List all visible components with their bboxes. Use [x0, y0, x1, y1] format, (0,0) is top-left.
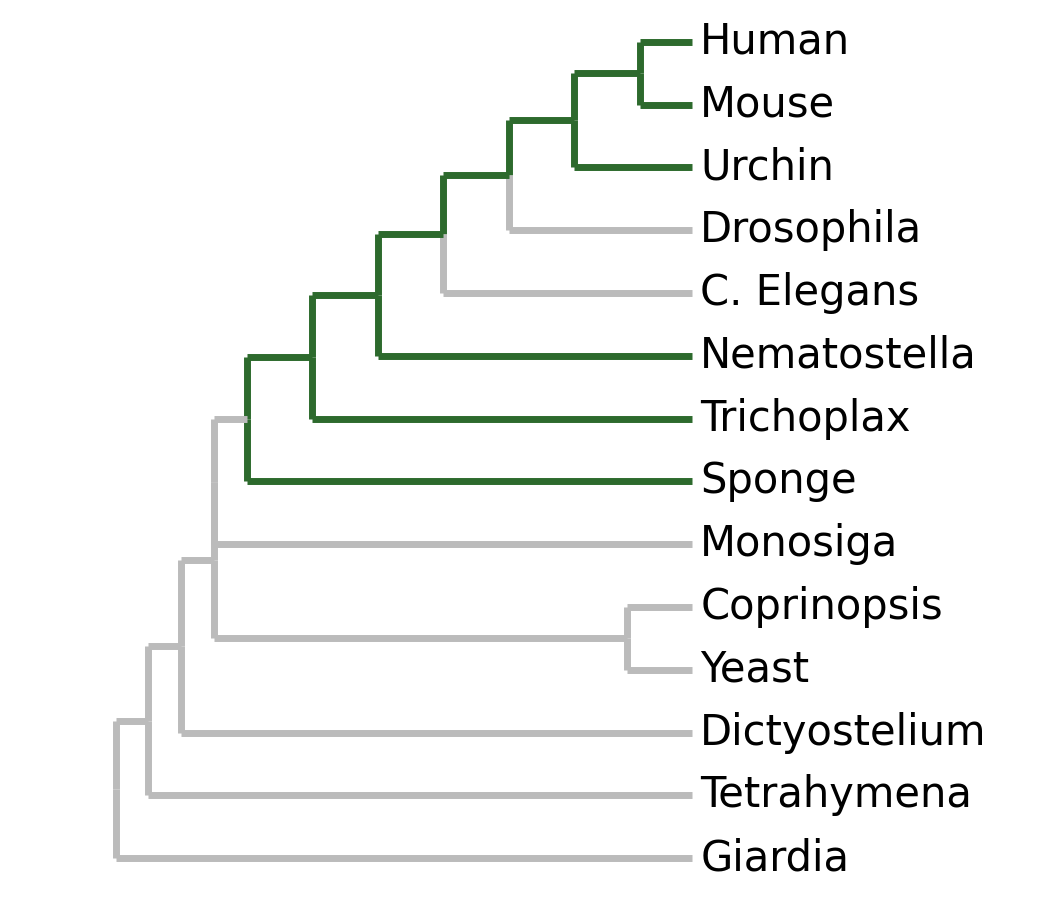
Text: Yeast: Yeast — [701, 649, 810, 691]
Text: C. Elegans: C. Elegans — [701, 272, 919, 314]
Text: Tetrahymena: Tetrahymena — [701, 774, 972, 816]
Text: Trichoplax: Trichoplax — [701, 398, 911, 439]
Text: Dictyostelium: Dictyostelium — [701, 712, 987, 753]
Text: Nematostella: Nematostella — [701, 335, 977, 377]
Text: Coprinopsis: Coprinopsis — [701, 586, 943, 628]
Text: Giardia: Giardia — [701, 837, 850, 879]
Text: Monosiga: Monosiga — [701, 523, 899, 565]
Text: Urchin: Urchin — [701, 147, 834, 188]
Text: Mouse: Mouse — [701, 84, 835, 126]
Text: Drosophila: Drosophila — [701, 209, 922, 251]
Text: Human: Human — [701, 21, 851, 63]
Text: Sponge: Sponge — [701, 461, 857, 502]
